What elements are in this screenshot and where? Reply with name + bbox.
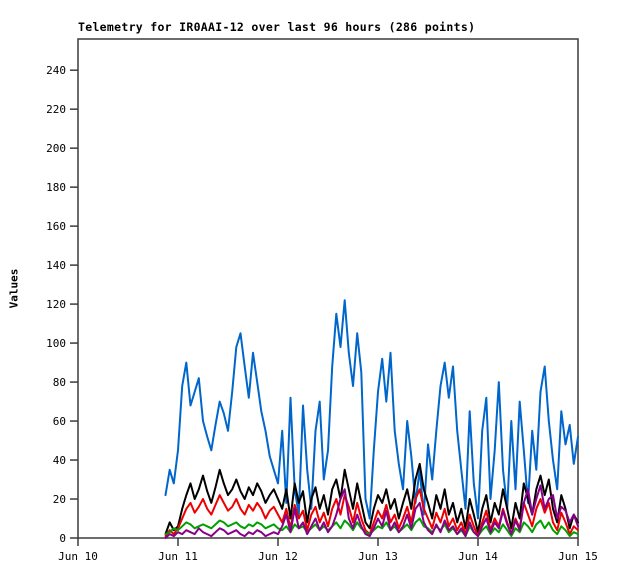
- x-axis-tick-label: Jun 15: [558, 550, 598, 563]
- y-axis-tick-label: 200: [46, 142, 66, 155]
- x-axis-tick-label: Jun 12: [258, 550, 298, 563]
- chart-title: Telemetry for IR0AAI-12 over last 96 hou…: [78, 20, 476, 34]
- y-axis-tick-label: 100: [46, 337, 66, 350]
- series-line-channel-black: [164, 462, 579, 536]
- y-axis-tick-label: 0: [59, 532, 66, 545]
- y-axis-tick-label: 20: [53, 493, 66, 506]
- x-axis-tick-label: Jun 13: [358, 550, 398, 563]
- x-axis-tick-label: Jun 11: [158, 550, 198, 563]
- y-axis-tick-label: 80: [53, 376, 66, 389]
- y-axis-tick-label: 240: [46, 64, 66, 77]
- plot-border: [77, 38, 579, 539]
- x-axis-tick-label: Jun 10: [58, 550, 98, 563]
- y-axis-tick-label: 60: [53, 415, 66, 428]
- y-axis-title: Values: [7, 268, 21, 309]
- y-axis-tick-label: 120: [46, 298, 66, 311]
- y-axis-tick-label: 180: [46, 181, 66, 194]
- series-line-channel-purple: [164, 484, 579, 539]
- series-line-channel-blue: [164, 299, 579, 520]
- y-axis-tick-label: 220: [46, 103, 66, 116]
- y-axis-tick-label: 160: [46, 220, 66, 233]
- y-axis-tick-label: 40: [53, 454, 66, 467]
- y-axis-tick-label: 140: [46, 259, 66, 272]
- x-axis-tick-label: Jun 14: [458, 550, 498, 563]
